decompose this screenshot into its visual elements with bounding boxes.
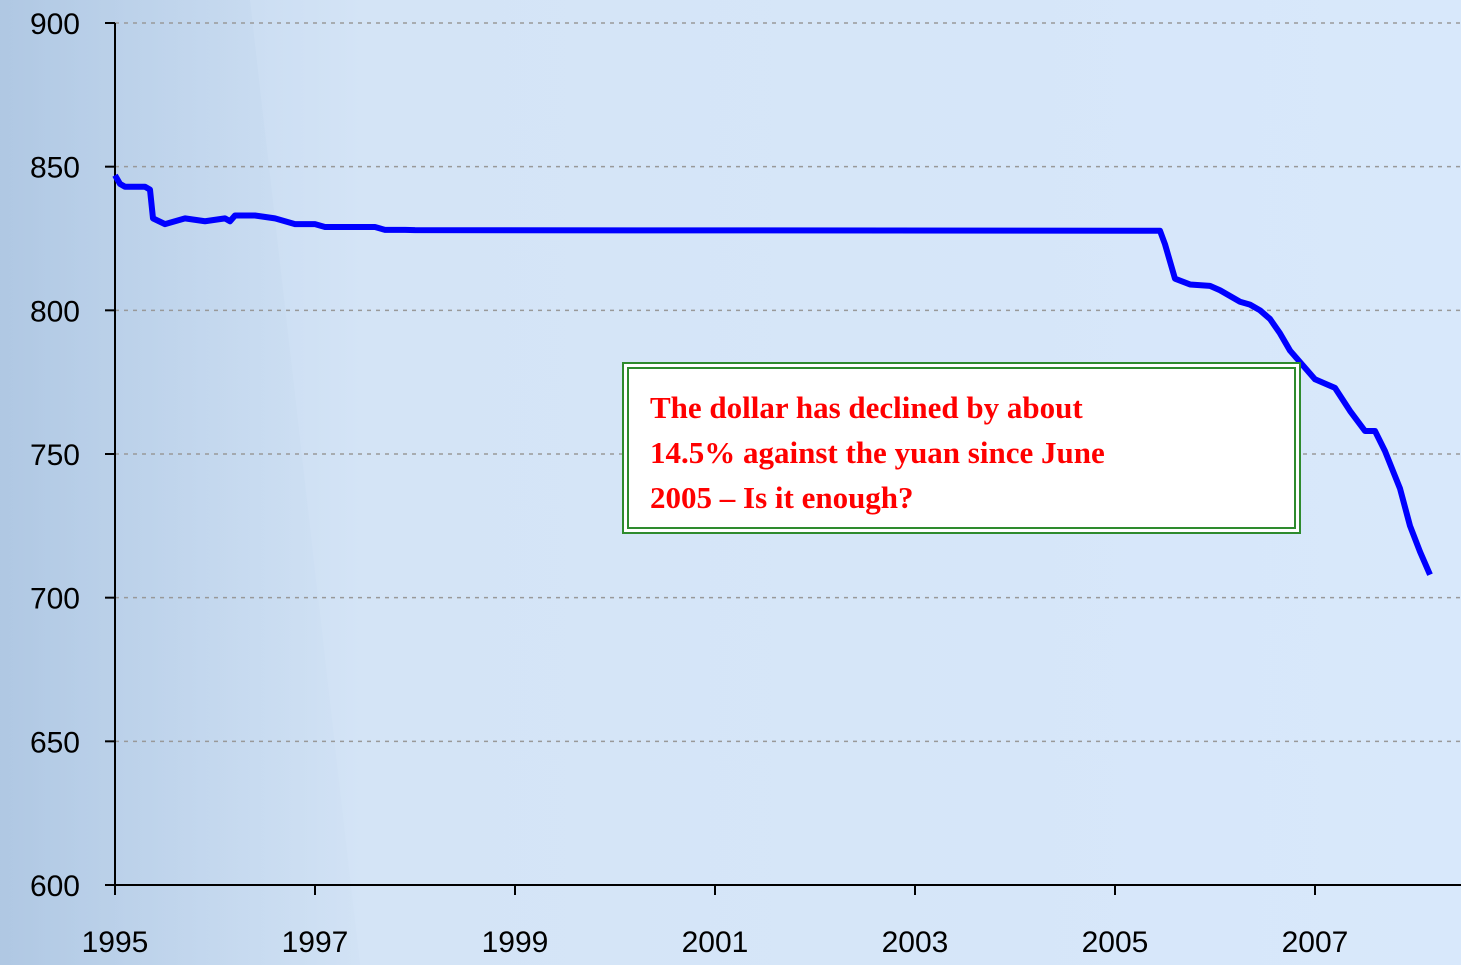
y-tick-label: 900 <box>30 8 80 41</box>
x-tick-label: 1999 <box>482 926 549 959</box>
annotation-line: 14.5% against the yuan since June <box>650 435 1105 470</box>
x-tick-label: 2003 <box>882 926 949 959</box>
annotation-line: 2005 – Is it enough? <box>650 480 914 515</box>
annotation-border <box>622 362 1301 534</box>
annotation-box: The dollar has declined by about 14.5% a… <box>622 362 1301 534</box>
y-tick-label: 750 <box>30 439 80 472</box>
annotation-inner-border <box>627 367 1296 529</box>
x-tick-label: 1997 <box>282 926 349 959</box>
x-tick-label: 2001 <box>682 926 749 959</box>
column-decoration <box>0 0 360 965</box>
annotation-line: The dollar has declined by about <box>650 390 1083 425</box>
x-tick-label: 2007 <box>1282 926 1349 959</box>
y-tick-label: 700 <box>30 583 80 616</box>
y-tick-label: 600 <box>30 870 80 903</box>
y-tick-label: 850 <box>30 152 80 185</box>
y-tick-label: 800 <box>30 295 80 328</box>
y-tick-label: 650 <box>30 726 80 759</box>
x-tick-label: 1995 <box>82 926 149 959</box>
x-tick-label: 2005 <box>1082 926 1149 959</box>
data-line <box>112 173 1433 576</box>
